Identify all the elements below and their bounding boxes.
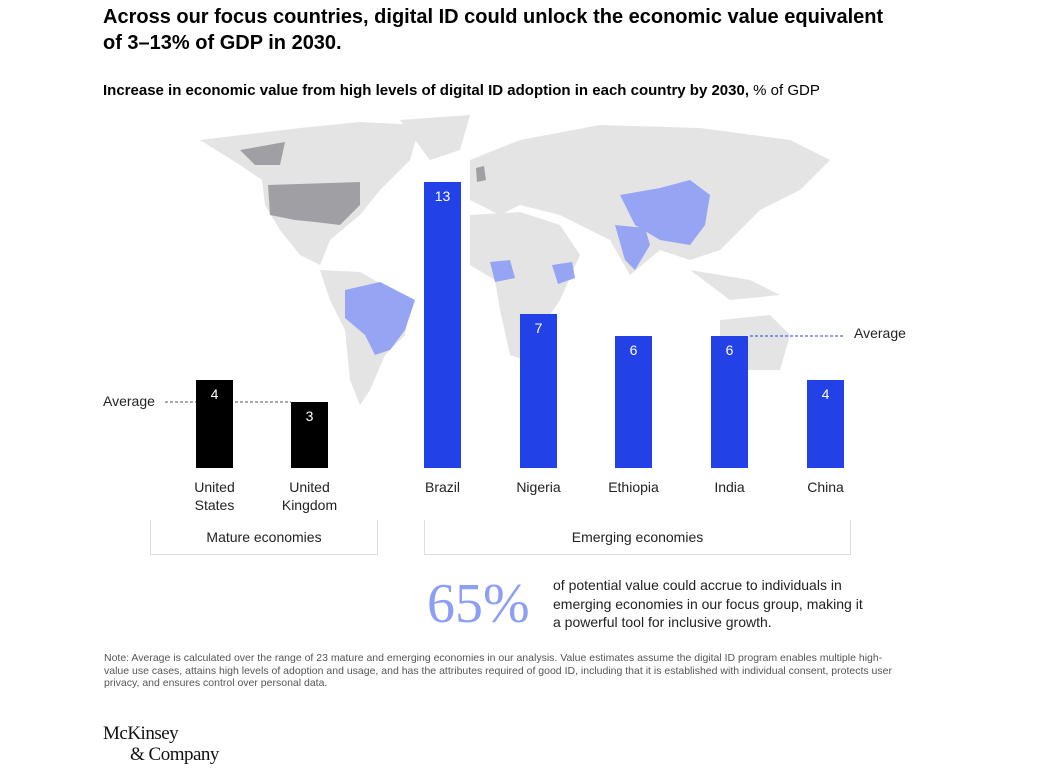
subtitle-unit: % of GDP (753, 82, 820, 99)
data-label: 6 (726, 342, 734, 358)
data-label: 4 (211, 386, 219, 402)
logo-line1: McKinsey (103, 723, 179, 744)
category-label: Ethiopia (608, 479, 659, 495)
data-label: 7 (535, 320, 543, 336)
callout-value: 65% (427, 573, 530, 635)
map-alaska (240, 142, 285, 165)
chart-subtitle: Increase in economic value from high lev… (103, 82, 820, 99)
bar-brazil (424, 182, 461, 468)
mckinsey-logo: McKinsey & Company (103, 723, 219, 765)
map-brazil (345, 282, 415, 355)
map-se-asia (690, 270, 780, 300)
subtitle-main: Increase in economic value from high lev… (103, 82, 749, 99)
group-emerging-economies: Emerging economies (424, 520, 851, 555)
map-greenland (400, 115, 470, 160)
bar-china (807, 380, 844, 468)
bar-united-states (196, 380, 233, 468)
bars: 4 3 13 7 6 6 4 (196, 182, 844, 468)
mature-average-label: Average (103, 393, 155, 409)
category-label: Nigeria (516, 479, 561, 495)
map-africa (470, 212, 580, 360)
map-nigeria (490, 260, 515, 282)
chart-title: Across our focus countries, digital ID c… (103, 6, 884, 54)
bar-united-kingdom (291, 402, 328, 468)
category-label: Brazil (424, 479, 460, 495)
data-label: 6 (630, 342, 638, 358)
logo-line2: & Company (130, 744, 219, 765)
bar-nigeria (520, 314, 557, 468)
bar-ethiopia (615, 336, 652, 468)
data-label: 4 (822, 386, 830, 402)
map-us (268, 182, 360, 225)
emerging-average-label: Average (854, 325, 906, 341)
callout-text: of potential value could accrue to indiv… (553, 577, 863, 630)
category-label: United Kingdom (281, 479, 338, 513)
map-ethiopia (552, 262, 575, 284)
category-label: China (807, 479, 844, 495)
world-map (200, 115, 830, 405)
category-label: India (714, 479, 745, 495)
group-mature-economies: Mature economies (150, 520, 378, 555)
data-label: 13 (435, 188, 451, 204)
map-uk (476, 166, 486, 182)
bar-india (711, 336, 748, 468)
category-label: United States (194, 479, 235, 513)
map-india (615, 225, 650, 270)
data-label: 3 (306, 408, 314, 424)
footnote: Note: Average is calculated over the ran… (104, 652, 892, 689)
